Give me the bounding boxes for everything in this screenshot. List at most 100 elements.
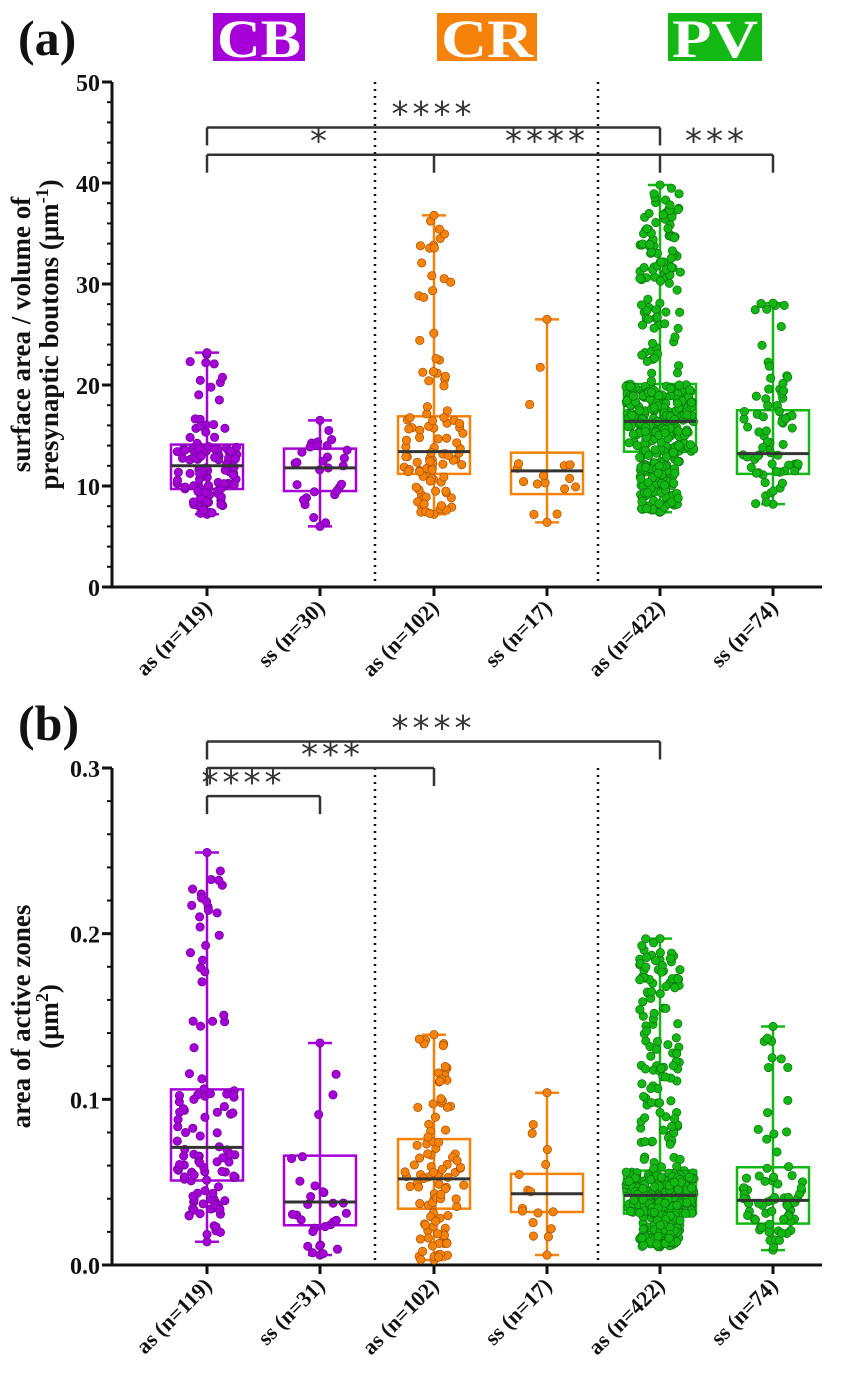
data-point: [672, 285, 682, 295]
data-point: [180, 482, 190, 492]
data-point: [528, 1231, 538, 1241]
data-point: [455, 419, 465, 429]
data-point: [441, 486, 451, 496]
data-point: [438, 1041, 448, 1051]
data-point: [401, 452, 411, 462]
x-tick-label: as (n=422): [583, 595, 670, 682]
data-point: [428, 367, 438, 377]
significance-stars: ****: [505, 122, 589, 162]
data-point: [637, 1079, 647, 1089]
data-point: [189, 1043, 199, 1053]
data-point: [219, 1102, 229, 1112]
data-point: [665, 954, 675, 964]
y-tick-label: 10: [76, 475, 100, 501]
significance-stars: ***: [685, 122, 748, 162]
data-point: [776, 1054, 786, 1064]
data-point: [209, 359, 219, 369]
data-point: [772, 1147, 782, 1157]
data-point: [687, 1183, 697, 1193]
data-point: [761, 497, 771, 507]
x-tick-label: as (n=119): [131, 1273, 217, 1359]
significance-stars: ***: [301, 735, 364, 775]
data-point: [185, 357, 195, 367]
data-point: [626, 1206, 636, 1217]
data-point: [787, 423, 797, 433]
data-point: [663, 1040, 673, 1050]
data-point: [542, 1088, 552, 1098]
group-badge: [437, 13, 537, 61]
data-point: [777, 478, 788, 488]
data-point: [640, 1137, 650, 1147]
data-point: [429, 210, 439, 220]
data-point: [197, 977, 207, 987]
data-point: [636, 300, 647, 310]
data-point: [342, 445, 352, 455]
data-point: [425, 508, 435, 518]
data-point: [649, 323, 659, 333]
data-point: [642, 504, 652, 514]
data-point: [442, 1238, 452, 1248]
data-point: [764, 1227, 774, 1237]
data-point: [414, 1034, 424, 1044]
data-point: [767, 1206, 777, 1216]
data-point: [655, 1098, 665, 1108]
data-point: [401, 435, 411, 445]
data-point: [446, 277, 456, 287]
data-point: [672, 368, 683, 378]
data-point: [324, 425, 334, 436]
box-plot: [282, 415, 358, 531]
y-tick-label: 0.0: [70, 1254, 100, 1280]
data-point: [172, 1136, 182, 1146]
data-point: [670, 983, 680, 993]
data-point: [404, 424, 414, 434]
data-point: [628, 391, 638, 401]
data-point: [332, 1244, 343, 1254]
data-point: [428, 286, 438, 296]
data-point: [331, 1215, 341, 1225]
data-point: [229, 1171, 239, 1181]
data-point: [528, 1218, 538, 1228]
data-point: [646, 376, 656, 386]
data-point: [339, 453, 349, 463]
significance-stars: *: [310, 122, 331, 162]
panel-label: (a): [18, 10, 76, 66]
data-point: [673, 426, 683, 436]
data-point: [315, 415, 325, 425]
data-point: [415, 1153, 425, 1163]
data-point: [652, 1239, 662, 1249]
data-point: [624, 1176, 634, 1186]
data-point: [767, 1053, 777, 1063]
data-point: [652, 312, 662, 322]
data-point: [436, 1094, 446, 1104]
y-tick-label: 0: [88, 576, 100, 602]
panel-b: (b) area of active zones(μm2) 0.0 0.1 0.2 0.3…: [6, 695, 822, 1359]
data-point: [647, 338, 658, 348]
data-point: [427, 465, 437, 475]
box-plot: [169, 847, 245, 1247]
data-point: [331, 1069, 341, 1079]
x-tick-label: as (n=102): [357, 595, 444, 682]
data-point: [529, 509, 539, 519]
data-point: [638, 1224, 648, 1234]
data-point: [538, 471, 548, 481]
data-point: [415, 1199, 425, 1209]
data-point: [225, 1149, 235, 1159]
data-point: [215, 1227, 225, 1237]
data-point: [452, 1156, 462, 1166]
box-plot: [621, 934, 699, 1252]
data-point: [220, 423, 230, 433]
data-point: [624, 438, 634, 448]
group-badge: [668, 13, 762, 61]
y-tick-label: 20: [76, 374, 100, 400]
x-tick-label: as (n=422): [583, 1273, 670, 1360]
y-tick-label: 0.1: [70, 1088, 100, 1114]
data-point: [419, 499, 429, 509]
data-point: [198, 955, 208, 965]
data-point: [439, 472, 449, 482]
data-point: [778, 439, 788, 449]
data-point: [753, 1124, 763, 1134]
data-point: [418, 1246, 428, 1256]
data-point: [654, 499, 664, 509]
data-point: [228, 470, 238, 480]
data-point: [758, 443, 768, 453]
